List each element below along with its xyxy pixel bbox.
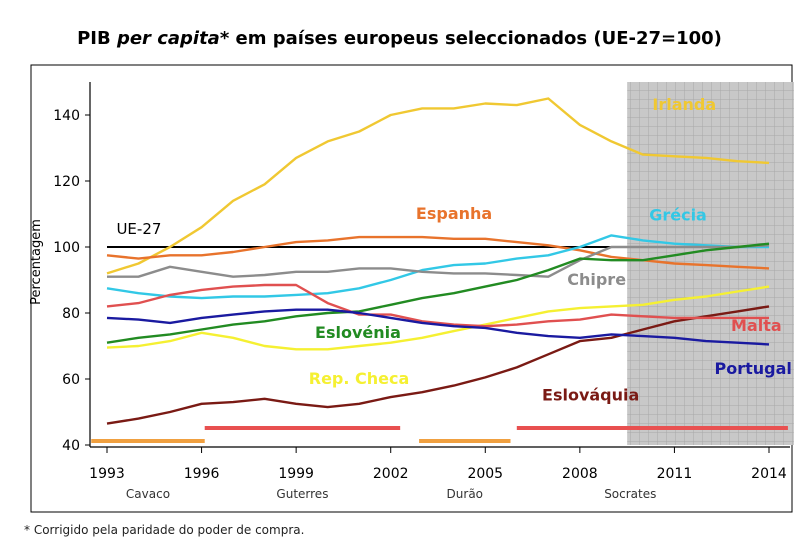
x-tick-label: 2008 <box>562 466 598 482</box>
series-label: Eslovénia <box>315 323 401 342</box>
series-label: Grécia <box>649 206 707 225</box>
series-label: Irlanda <box>652 95 716 114</box>
x-tick-label: 2014 <box>751 466 787 482</box>
y-tick-label: 140 <box>53 108 80 124</box>
period-label: Cavaco <box>126 487 170 501</box>
x-tick-label: 2011 <box>657 466 693 482</box>
series-line <box>106 235 770 270</box>
x-tick-label: 1999 <box>278 466 314 482</box>
series-line <box>107 244 770 278</box>
x-tick-label: 2005 <box>467 466 503 482</box>
title-prefix: PIB <box>77 28 117 49</box>
series-line <box>106 97 770 275</box>
period-label: Durão <box>447 487 483 501</box>
title-suffix: * em países europeus seleccionados (UE-2… <box>219 28 722 49</box>
y-tick-label: 60 <box>62 372 80 388</box>
y-tick-label: 120 <box>53 174 80 190</box>
series-line <box>106 242 770 344</box>
series-line <box>106 305 770 425</box>
y-tick-label: 100 <box>53 240 80 256</box>
footnote: * Corrigido pela paridade do poder de co… <box>24 523 305 537</box>
y-tick-label: 80 <box>62 306 80 322</box>
series-label: Espanha <box>416 204 492 223</box>
x-tick-label: 1996 <box>184 466 220 482</box>
x-tick-label: 1993 <box>89 466 125 482</box>
period-label: Guterres <box>276 487 328 501</box>
series-label: Portugal <box>715 359 792 378</box>
period-label: Socrates <box>604 487 656 501</box>
chart-title: PIB per capita* em países europeus selec… <box>0 28 799 49</box>
y-tick-label: 40 <box>62 438 80 454</box>
title-italic: per capita <box>116 28 220 49</box>
series-label: Malta <box>731 316 782 335</box>
y-axis-label: Percentagem <box>29 219 44 305</box>
shaded-region <box>627 82 794 445</box>
series-label: Chipre <box>567 270 626 289</box>
series-line <box>106 285 770 351</box>
series-label: Eslováquia <box>542 385 639 404</box>
series-label: Rep. Checa <box>309 369 410 388</box>
series-line <box>106 283 769 328</box>
reference-label: UE-27 <box>116 220 161 238</box>
series-line <box>106 308 770 346</box>
series-line <box>106 234 769 300</box>
x-tick-label: 2002 <box>373 466 409 482</box>
